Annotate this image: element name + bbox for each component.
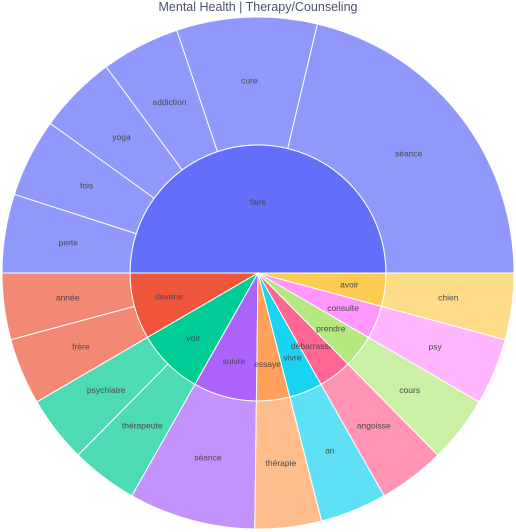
- label-avoir: avoir: [340, 279, 359, 289]
- label-debarrasser-angoisse: angoisse: [357, 420, 391, 430]
- label-faire-perte: perte: [59, 237, 79, 247]
- chart-title: Mental Health | Therapy/Counseling: [158, 0, 358, 14]
- label-faire-addiction: addiction: [152, 97, 186, 107]
- label-faire: faire: [250, 197, 267, 207]
- label-voir-therapeute: thérapeute: [122, 420, 163, 430]
- label-vivre: vivre: [283, 353, 301, 363]
- segment-faire-seance[interactable]: [287, 23, 515, 274]
- label-suivre-seance: séance: [194, 453, 222, 463]
- label-faire-yoga: yoga: [112, 132, 131, 142]
- label-devenir: devenir: [155, 291, 183, 301]
- label-essayer: essayer: [254, 359, 284, 369]
- label-essayer-therapie: thérapie: [266, 458, 297, 468]
- label-prendre: prendre: [316, 324, 346, 334]
- label-faire-seance: séance: [395, 148, 423, 158]
- label-devenir-frere: frère: [72, 341, 90, 351]
- label-suivre: suivre: [223, 356, 246, 366]
- label-faire-fois: fois: [80, 181, 93, 191]
- label-debarrasser: débarrasser: [291, 341, 337, 351]
- label-consulte-psy: psy: [429, 341, 443, 351]
- label-prendre-cours: cours: [399, 385, 420, 395]
- label-avoir-chien: chien: [438, 293, 459, 303]
- label-faire-cure: cure: [241, 75, 258, 85]
- label-consulte: consulte: [327, 303, 359, 313]
- label-vivre-an: an: [325, 445, 335, 455]
- label-voir-psychiatre: psychiatre: [87, 385, 126, 395]
- label-devenir-annee: année: [56, 293, 80, 303]
- label-voir: voir: [186, 333, 200, 343]
- segment-avoir-chien[interactable]: [380, 272, 515, 341]
